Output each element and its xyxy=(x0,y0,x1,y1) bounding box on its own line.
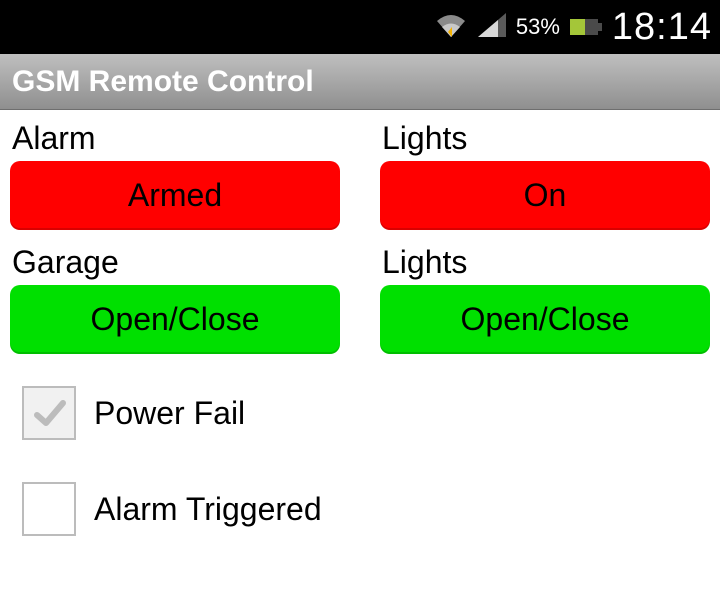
alarm-button[interactable]: Armed xyxy=(10,161,340,230)
signal-icon xyxy=(476,11,508,44)
checkbox-row-alarm-triggered[interactable]: Alarm Triggered xyxy=(10,472,710,546)
lights-on-button[interactable]: On xyxy=(380,161,710,230)
checkbox-list: Power Fail Alarm Triggered xyxy=(10,376,710,546)
wifi-icon xyxy=(434,11,468,44)
app-title: GSM Remote Control xyxy=(12,65,314,99)
checkbox-label: Alarm Triggered xyxy=(94,491,322,528)
control-label-lights1: Lights xyxy=(380,116,710,159)
main-content: Alarm Lights Armed On Garage Lights Open… xyxy=(0,110,720,552)
lights-openclose-button[interactable]: Open/Close xyxy=(380,285,710,354)
control-label-garage: Garage xyxy=(10,240,340,283)
garage-button[interactable]: Open/Close xyxy=(10,285,340,354)
controls-grid: Alarm Lights Armed On Garage Lights Open… xyxy=(10,116,710,362)
checkbox-alarm-triggered[interactable] xyxy=(22,482,76,536)
checkbox-power-fail[interactable] xyxy=(22,386,76,440)
battery-icon xyxy=(568,13,604,41)
app-titlebar: GSM Remote Control xyxy=(0,54,720,110)
checkbox-label: Power Fail xyxy=(94,395,245,432)
control-label-alarm: Alarm xyxy=(10,116,340,159)
status-bar: 53% 18:14 xyxy=(0,0,720,54)
battery-percent: 53% xyxy=(516,14,560,40)
checkbox-row-power-fail[interactable]: Power Fail xyxy=(10,376,710,450)
clock: 18:14 xyxy=(612,6,712,49)
checkmark-icon xyxy=(29,393,69,433)
control-label-lights2: Lights xyxy=(380,240,710,283)
